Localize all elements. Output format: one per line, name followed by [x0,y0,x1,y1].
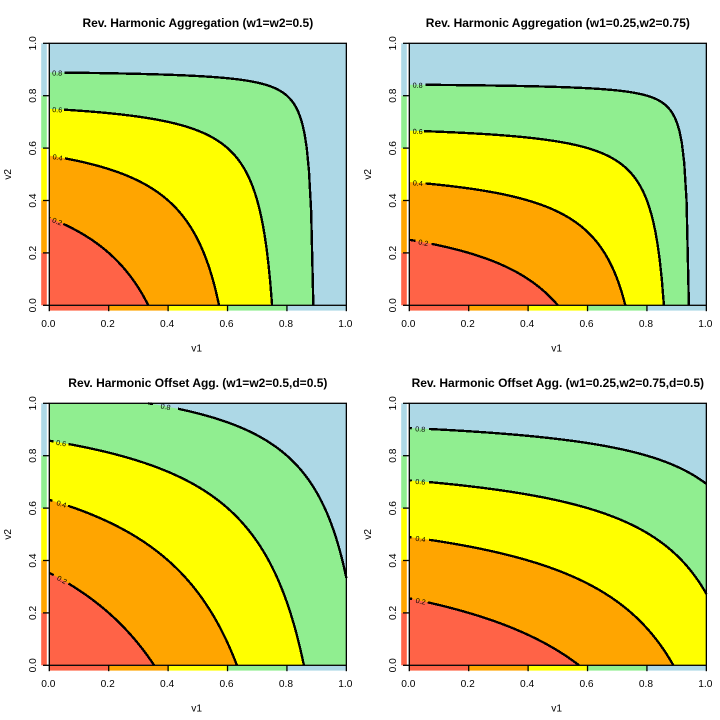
svg-text:0.6: 0.6 [388,141,399,155]
svg-text:0.4: 0.4 [388,193,399,207]
svg-text:0.8: 0.8 [52,68,62,77]
svg-text:0.0: 0.0 [401,319,415,330]
svg-text:0.2: 0.2 [51,215,64,227]
svg-text:0.2: 0.2 [415,596,427,607]
svg-text:0.8: 0.8 [639,319,653,330]
svg-text:0.6: 0.6 [219,679,233,690]
svg-text:0.2: 0.2 [28,605,39,619]
svg-text:0.0: 0.0 [388,298,399,312]
svg-text:0.6: 0.6 [415,477,426,487]
svg-text:0.2: 0.2 [101,319,115,330]
svg-text:0.4: 0.4 [415,534,426,544]
svg-text:Rev. Harmonic Aggregation (w1=: Rev. Harmonic Aggregation (w1=w2=0.5) [82,16,313,30]
svg-text:0.6: 0.6 [388,501,399,515]
svg-text:0.2: 0.2 [461,679,475,690]
svg-text:0.2: 0.2 [418,237,429,248]
svg-text:Rev. Harmonic Aggregation (w1=: Rev. Harmonic Aggregation (w1=0.25,w2=0.… [426,16,690,30]
svg-text:0.8: 0.8 [639,679,653,690]
svg-text:0.6: 0.6 [52,105,63,115]
svg-text:v1: v1 [551,703,562,714]
svg-text:0.6: 0.6 [413,127,423,136]
svg-text:v2: v2 [3,529,14,540]
svg-text:0.2: 0.2 [388,245,399,259]
svg-text:0.8: 0.8 [279,679,293,690]
svg-text:0.8: 0.8 [279,319,293,330]
svg-text:v1: v1 [551,343,562,354]
svg-text:0.4: 0.4 [55,498,67,510]
svg-text:1.0: 1.0 [338,319,352,330]
svg-text:0.4: 0.4 [520,319,534,330]
svg-text:0.8: 0.8 [388,448,399,462]
svg-text:0.0: 0.0 [401,679,415,690]
svg-text:0.0: 0.0 [41,679,55,690]
svg-text:0.6: 0.6 [28,141,39,155]
svg-text:1.0: 1.0 [28,36,39,50]
svg-text:0.4: 0.4 [520,679,534,690]
svg-text:0.2: 0.2 [28,245,39,259]
svg-text:Rev. Harmonic Offset Agg. (w1=: Rev. Harmonic Offset Agg. (w1=0.25,w2=0.… [412,376,704,390]
svg-text:v2: v2 [363,169,374,180]
svg-text:1.0: 1.0 [338,679,352,690]
svg-text:0.4: 0.4 [52,152,63,163]
svg-text:v1: v1 [191,703,202,714]
svg-text:1.0: 1.0 [388,396,399,410]
svg-text:0.2: 0.2 [55,573,68,586]
svg-text:0.4: 0.4 [388,553,399,567]
svg-text:0.8: 0.8 [28,88,39,102]
svg-text:0.4: 0.4 [28,553,39,567]
svg-text:0.0: 0.0 [388,658,399,672]
svg-text:v1: v1 [191,343,202,354]
svg-text:0.8: 0.8 [415,424,425,433]
svg-text:0.0: 0.0 [28,298,39,312]
svg-text:0.2: 0.2 [101,679,115,690]
svg-text:1.0: 1.0 [28,396,39,410]
svg-text:1.0: 1.0 [698,319,712,330]
svg-text:0.8: 0.8 [413,81,423,90]
svg-text:0.8: 0.8 [160,401,171,412]
svg-text:0.4: 0.4 [160,679,174,690]
svg-text:0.6: 0.6 [579,679,593,690]
svg-text:0.4: 0.4 [412,178,423,188]
svg-text:0.8: 0.8 [28,448,39,462]
svg-text:0.2: 0.2 [461,319,475,330]
svg-text:v2: v2 [363,529,374,540]
svg-text:1.0: 1.0 [698,679,712,690]
svg-text:Rev. Harmonic Offset Agg. (w1=: Rev. Harmonic Offset Agg. (w1=w2=0.5,d=0… [68,376,327,390]
svg-text:0.4: 0.4 [160,319,174,330]
svg-text:0.0: 0.0 [28,658,39,672]
svg-text:0.6: 0.6 [55,438,66,449]
svg-text:0.6: 0.6 [219,319,233,330]
svg-text:0.8: 0.8 [388,88,399,102]
svg-text:1.0: 1.0 [388,36,399,50]
svg-text:0.0: 0.0 [41,319,55,330]
svg-text:0.4: 0.4 [28,193,39,207]
svg-text:0.6: 0.6 [28,501,39,515]
svg-text:0.6: 0.6 [579,319,593,330]
svg-text:v2: v2 [3,169,14,180]
svg-text:0.2: 0.2 [388,605,399,619]
